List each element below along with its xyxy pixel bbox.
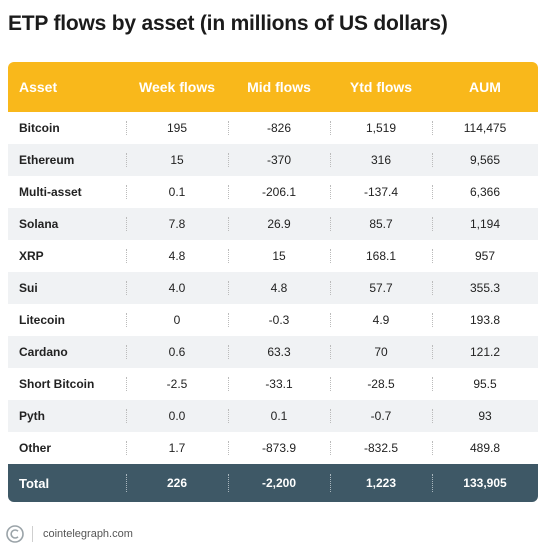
cell-week-flows: -2.5 xyxy=(126,368,228,400)
cell-aum: 114,475 xyxy=(432,112,538,144)
cell-aum: 6,366 xyxy=(432,176,538,208)
cointelegraph-logo-icon xyxy=(6,525,24,543)
cell-asset: XRP xyxy=(8,240,126,272)
table-row: Litecoin 0 -0.3 4.9 193.8 xyxy=(8,304,538,336)
table-row: Cardano 0.6 63.3 70 121.2 xyxy=(8,336,538,368)
cell-ytd-flows: 1,519 xyxy=(330,112,432,144)
header-aum: AUM xyxy=(432,62,538,112)
cell-mid-flows: 4.8 xyxy=(228,272,330,304)
cell-week-flows: 0.6 xyxy=(126,336,228,368)
cell-mid-flows: -873.9 xyxy=(228,432,330,464)
cell-mid-flows: 26.9 xyxy=(228,208,330,240)
source-text: cointelegraph.com xyxy=(43,528,133,540)
table-row: Multi-asset 0.1 -206.1 -137.4 6,366 xyxy=(8,176,538,208)
cell-asset: Bitcoin xyxy=(8,112,126,144)
cell-mid-flows: -370 xyxy=(228,144,330,176)
cell-ytd-flows: 168.1 xyxy=(330,240,432,272)
table-row: Ethereum 15 -370 316 9,565 xyxy=(8,144,538,176)
cell-week-flows: 1.7 xyxy=(126,432,228,464)
cell-ytd-flows: 85.7 xyxy=(330,208,432,240)
cell-ytd-flows: -137.4 xyxy=(330,176,432,208)
cell-mid-flows: 0.1 xyxy=(228,400,330,432)
cell-week-flows: 0.0 xyxy=(126,400,228,432)
table-row: Other 1.7 -873.9 -832.5 489.8 xyxy=(8,432,538,464)
table-row: XRP 4.8 15 168.1 957 xyxy=(8,240,538,272)
total-cell-mid-flows: -2,200 xyxy=(228,464,330,502)
cell-mid-flows: -826 xyxy=(228,112,330,144)
header-ytd-flows: Ytd flows xyxy=(330,62,432,112)
chart-title: ETP flows by asset (in millions of US do… xyxy=(8,12,448,35)
cell-asset: Short Bitcoin xyxy=(8,368,126,400)
source-attribution: cointelegraph.com xyxy=(6,524,133,544)
table-total-row: Total 226 -2,200 1,223 133,905 xyxy=(8,464,538,502)
table-row: Short Bitcoin -2.5 -33.1 -28.5 95.5 xyxy=(8,368,538,400)
table-body: Bitcoin 195 -826 1,519 114,475 Ethereum 15 -370… xyxy=(8,112,538,464)
cell-week-flows: 15 xyxy=(126,144,228,176)
cell-week-flows: 7.8 xyxy=(126,208,228,240)
cell-aum: 95.5 xyxy=(432,368,538,400)
cell-aum: 121.2 xyxy=(432,336,538,368)
total-cell-ytd-flows: 1,223 xyxy=(330,464,432,502)
etp-flows-table: Asset Week flows Mid flows Ytd flows AUM… xyxy=(8,62,538,502)
cell-ytd-flows: 70 xyxy=(330,336,432,368)
cell-ytd-flows: -0.7 xyxy=(330,400,432,432)
table-row: Sui 4.0 4.8 57.7 355.3 xyxy=(8,272,538,304)
cell-ytd-flows: 57.7 xyxy=(330,272,432,304)
cell-ytd-flows: -832.5 xyxy=(330,432,432,464)
table-row: Bitcoin 195 -826 1,519 114,475 xyxy=(8,112,538,144)
cell-aum: 1,194 xyxy=(432,208,538,240)
header-mid-flows: Mid flows xyxy=(228,62,330,112)
cell-ytd-flows: 4.9 xyxy=(330,304,432,336)
total-cell-asset: Total xyxy=(8,464,126,502)
cell-ytd-flows: 316 xyxy=(330,144,432,176)
cell-mid-flows: -206.1 xyxy=(228,176,330,208)
cell-week-flows: 195 xyxy=(126,112,228,144)
cell-asset: Litecoin xyxy=(8,304,126,336)
cell-aum: 9,565 xyxy=(432,144,538,176)
cell-aum: 93 xyxy=(432,400,538,432)
cell-aum: 355.3 xyxy=(432,272,538,304)
cell-asset: Cardano xyxy=(8,336,126,368)
total-cell-aum: 133,905 xyxy=(432,464,538,502)
cell-week-flows: 4.8 xyxy=(126,240,228,272)
source-divider xyxy=(32,526,33,542)
cell-asset: Sui xyxy=(8,272,126,304)
cell-week-flows: 4.0 xyxy=(126,272,228,304)
header-week-flows: Week flows xyxy=(126,62,228,112)
cell-asset: Pyth xyxy=(8,400,126,432)
cell-asset: Other xyxy=(8,432,126,464)
cell-aum: 193.8 xyxy=(432,304,538,336)
cell-week-flows: 0 xyxy=(126,304,228,336)
total-cell-week-flows: 226 xyxy=(126,464,228,502)
cell-aum: 957 xyxy=(432,240,538,272)
cell-aum: 489.8 xyxy=(432,432,538,464)
table-row: Pyth 0.0 0.1 -0.7 93 xyxy=(8,400,538,432)
cell-asset: Ethereum xyxy=(8,144,126,176)
cell-mid-flows: 63.3 xyxy=(228,336,330,368)
cell-asset: Multi-asset xyxy=(8,176,126,208)
table-row: Solana 7.8 26.9 85.7 1,194 xyxy=(8,208,538,240)
cell-asset: Solana xyxy=(8,208,126,240)
cell-mid-flows: -33.1 xyxy=(228,368,330,400)
cell-mid-flows: -0.3 xyxy=(228,304,330,336)
table-header-row: Asset Week flows Mid flows Ytd flows AUM xyxy=(8,62,538,112)
header-asset: Asset xyxy=(8,62,126,112)
cell-ytd-flows: -28.5 xyxy=(330,368,432,400)
cell-week-flows: 0.1 xyxy=(126,176,228,208)
cell-mid-flows: 15 xyxy=(228,240,330,272)
